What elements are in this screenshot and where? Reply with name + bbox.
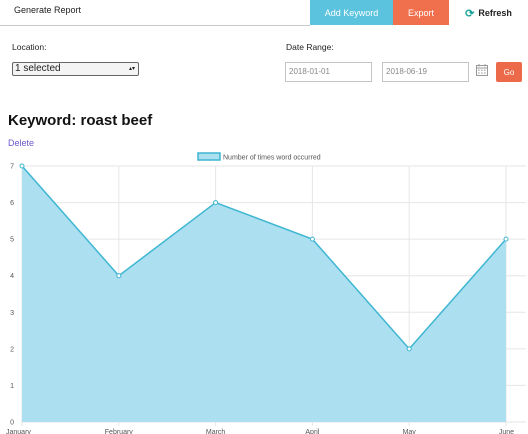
keyword-title: Keyword: roast beef — [8, 112, 153, 129]
data-point[interactable] — [19, 163, 25, 169]
legend-swatch — [197, 152, 221, 161]
y-tick-label: 4 — [10, 273, 14, 280]
y-tick-label: 2 — [10, 346, 14, 353]
location-select[interactable]: 1 selected ▴▾ — [12, 62, 139, 76]
add-keyword-button[interactable]: Add Keyword — [310, 0, 393, 25]
select-arrows-icon: ▴▾ — [128, 66, 135, 72]
series-line — [21, 165, 507, 350]
y-tick-label: 1 — [10, 383, 14, 390]
tab-generate-report-label: Generate Report — [14, 5, 82, 15]
y-tick-label: 0 — [10, 420, 14, 427]
refresh-label: Refresh — [478, 8, 512, 18]
end-date-input[interactable]: 2018-06-19 — [382, 62, 469, 82]
x-tick-label: February — [105, 429, 134, 434]
data-point[interactable] — [503, 236, 509, 242]
y-tick-label: 5 — [10, 237, 14, 244]
refresh-icon: ⟳ — [465, 7, 475, 20]
location-label: Location: — [12, 42, 47, 52]
date-range-label: Date Range: — [286, 42, 334, 52]
y-tick-label: 6 — [10, 200, 14, 207]
top-bar: Generate Report Add Keyword Export ⟳ Ref… — [0, 0, 528, 26]
y-tick-label: 3 — [10, 310, 14, 317]
calendar-icon[interactable] — [476, 64, 488, 76]
x-tick-label: May — [403, 429, 417, 434]
go-button[interactable]: Go — [496, 62, 522, 82]
chart-legend: Number of times word occurred — [197, 152, 321, 162]
series-area — [22, 166, 506, 422]
y-axis-ticks: 0 1 2 3 4 5 6 7 — [10, 164, 14, 427]
refresh-button[interactable]: ⟳ Refresh — [449, 0, 528, 26]
x-axis-ticks: January February March April May June — [6, 429, 514, 434]
start-date-input[interactable]: 2018-01-01 — [285, 62, 372, 82]
data-point[interactable] — [116, 273, 122, 279]
export-button[interactable]: Export — [393, 0, 449, 25]
x-tick-label: April — [305, 429, 319, 434]
location-select-value: 1 selected — [15, 63, 61, 74]
x-tick-label: June — [499, 429, 514, 434]
data-point[interactable] — [309, 236, 315, 242]
data-point[interactable] — [213, 200, 219, 206]
y-tick-label: 7 — [10, 164, 14, 171]
data-point[interactable] — [406, 346, 412, 352]
series-points — [19, 163, 509, 352]
legend-label: Number of times word occurred — [223, 155, 321, 162]
keyword-area-chart: Number of times word occurred 0 1 2 3 4 5 6 7 J… — [6, 152, 526, 434]
delete-link[interactable]: Delete — [8, 138, 35, 148]
tab-generate-report[interactable]: Generate Report — [0, 0, 310, 26]
x-tick-label: January — [6, 429, 31, 434]
x-tick-label: March — [206, 429, 226, 434]
